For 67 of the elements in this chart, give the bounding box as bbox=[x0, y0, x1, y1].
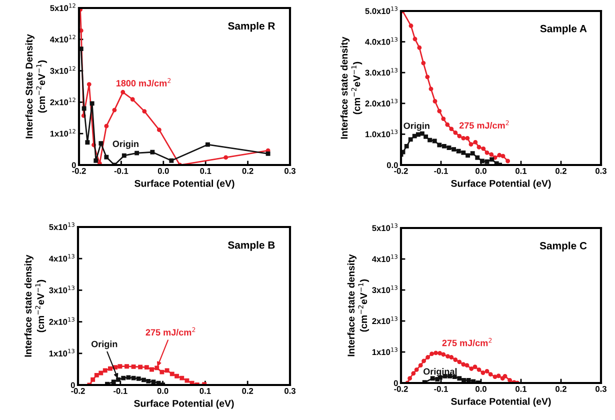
x-tick-label: 0.0 bbox=[157, 388, 168, 394]
y-tick-label: 5x10$^{12}$ bbox=[50, 3, 76, 12]
text: 275 mJ/cm$^{2}$ bbox=[146, 327, 196, 336]
x-tick-label: -0.2 bbox=[71, 388, 85, 394]
y-tick-label: 5x10$^{13}$ bbox=[372, 223, 398, 232]
text: Sample R bbox=[228, 22, 276, 32]
x-tick-label: 0.1 bbox=[200, 388, 211, 394]
y-tick-label: 4x10$^{13}$ bbox=[49, 254, 74, 262]
y-axis-title: Interface state density (cm$^{−2}$eV$^{−1}$) bbox=[24, 254, 46, 357]
x-tick-label: -0.2 bbox=[394, 386, 408, 392]
text: Origin bbox=[91, 340, 118, 350]
x-tick-label: 0.0 bbox=[476, 168, 486, 174]
y-tick-label: 3.0x10$^{13}$ bbox=[365, 68, 398, 76]
y-tick-label: 5x10$^{13}$ bbox=[49, 222, 74, 230]
x-tick-label: -0.1 bbox=[434, 168, 448, 174]
series-label: Origin bbox=[112, 140, 138, 149]
x-tick-label: -0.1 bbox=[114, 168, 128, 174]
series-label: Origin bbox=[404, 122, 430, 131]
y-tick-label: 0 bbox=[394, 380, 398, 386]
x-tick-label: 0.3 bbox=[284, 388, 296, 394]
series-label: 1800 mJ/cm$^{2}$ bbox=[116, 78, 171, 86]
x-tick-label: 0.2 bbox=[242, 388, 254, 394]
y-tick-label: 0 bbox=[70, 382, 75, 388]
text: Sample A bbox=[540, 24, 587, 34]
y-tick-label: 1x10$^{13}$ bbox=[372, 347, 398, 356]
x-tick-label: -0.1 bbox=[434, 386, 448, 392]
y-tick-label: 0 bbox=[72, 162, 76, 168]
x-axis-title: Surface Potential (eV) bbox=[451, 180, 551, 189]
y-axis-title: Interface State Density (cm$^{−2}$eV$^{−1}$) bbox=[25, 34, 48, 138]
y-tick-label: 1.0x10$^{13}$ bbox=[365, 130, 398, 138]
x-axis-title: Surface Potential (eV) bbox=[451, 398, 551, 407]
x-tick-label: 0.2 bbox=[556, 168, 566, 174]
y-tick-label: 2x10$^{13}$ bbox=[372, 316, 398, 324]
y-axis-title: Interface state density (cm$^{−2}$eV$^{−1}$) bbox=[347, 254, 370, 356]
text: Sample C bbox=[540, 242, 587, 252]
y-tick-label: 3x10$^{13}$ bbox=[49, 286, 74, 294]
text: Sample B bbox=[228, 241, 275, 251]
x-tick-label: -0.1 bbox=[114, 388, 128, 394]
series-label: 275 mJ/cm$^{2}$ bbox=[459, 120, 509, 129]
x-tick-label: 0.3 bbox=[596, 386, 606, 392]
x-tick-label: -0.2 bbox=[394, 168, 408, 174]
y-tick-label: 5.0x10$^{13}$ bbox=[365, 6, 398, 14]
y-tick-label: 3x10$^{12}$ bbox=[50, 66, 76, 74]
x-tick-label: 0.0 bbox=[476, 386, 486, 392]
series-label: 275 mJ/cm$^{2}$ bbox=[442, 338, 492, 346]
y-tick-label: 0.0 bbox=[386, 162, 398, 168]
x-axis-title: Surface Potential (eV) bbox=[134, 400, 234, 409]
x-tick-label: 0.1 bbox=[516, 386, 527, 392]
x-axis-title: Surface Potential (eV) bbox=[134, 180, 234, 189]
y-tick-label: 2x10$^{12}$ bbox=[50, 98, 76, 106]
x-tick-label: 0.1 bbox=[200, 168, 212, 174]
x-tick-label: 0.0 bbox=[158, 168, 169, 174]
y-tick-label: 4.0x10$^{13}$ bbox=[365, 37, 398, 45]
x-tick-label: 0.1 bbox=[516, 168, 527, 174]
y-tick-label: 1x10$^{13}$ bbox=[49, 348, 74, 356]
x-tick-label: 0.3 bbox=[284, 168, 296, 174]
x-tick-label: 0.2 bbox=[242, 168, 254, 174]
y-tick-label: 2.0x10$^{13}$ bbox=[365, 98, 398, 106]
x-tick-label: 0.3 bbox=[596, 168, 606, 174]
y-tick-label: 2x10$^{13}$ bbox=[49, 317, 74, 325]
y-tick-label: 1x10$^{12}$ bbox=[50, 129, 76, 137]
y-tick-label: 3x10$^{13}$ bbox=[372, 285, 398, 294]
x-tick-label: 0.2 bbox=[556, 386, 566, 392]
y-tick-label: 4x10$^{13}$ bbox=[372, 254, 398, 262]
y-tick-label: 4x10$^{12}$ bbox=[50, 34, 76, 42]
x-tick-label: -0.2 bbox=[72, 168, 86, 174]
y-axis-title: Interface state density (cm$^{−2}$eV$^{−1}$) bbox=[340, 36, 362, 139]
